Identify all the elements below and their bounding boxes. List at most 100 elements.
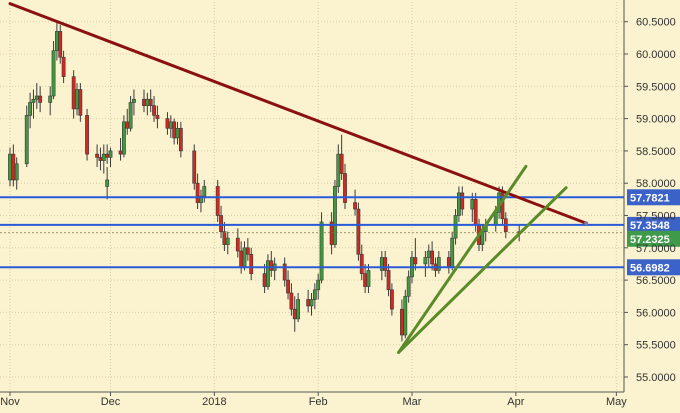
x-tick-label: Nov [0,396,20,408]
candle-body [172,121,177,139]
candle-body [269,260,274,271]
resistance-trendline [8,2,588,225]
level-label: 56.6982 [630,262,670,274]
candle-body [31,98,36,103]
candle-body [78,89,83,116]
candle-body [319,221,324,281]
candle-body [128,102,133,129]
candle-body [262,273,267,287]
candle-body [155,115,160,119]
candle-body [426,250,431,258]
candle-body [51,50,56,97]
candle-body [61,56,66,77]
trendline-end-marker [584,221,589,226]
candle-body [101,153,106,161]
candle-body [289,292,294,310]
candle-body [178,127,183,152]
candle-body [292,308,297,320]
current-price-box [627,230,680,247]
candle-body [453,215,458,239]
candle-body [473,199,478,226]
candle-body [423,257,428,265]
candle-body [242,247,247,268]
level-label-box [627,259,680,276]
candle-body [38,95,43,103]
x-tick-label: Feb [309,396,328,408]
candle-body [105,179,110,187]
level-label: 57.7821 [630,192,670,204]
y-tick-label: 59.5000 [636,81,676,93]
candle-body [202,186,207,197]
y-tick-label: 60.0000 [636,49,676,61]
y-tick-label: 55.0000 [636,372,676,384]
candle-body [235,237,240,252]
candle-body [75,89,79,110]
trendlines [8,2,589,354]
candle-body [199,195,203,203]
horizontal-levels: 57.7821 57.3548 56.6982 57.2325 [0,189,680,276]
y-tick-label: 55.5000 [636,340,676,352]
candle-body [343,173,347,203]
candle-body [400,308,404,336]
candle-body [336,153,341,187]
y-tick-label: 58.5000 [636,146,676,158]
candle-body [225,237,230,245]
candle-body [356,208,361,255]
candle-body [413,257,418,265]
candle-body [386,270,391,291]
candle-body [406,276,411,297]
support-trendline [397,186,568,354]
x-tick-label: 2018 [202,396,226,408]
candle-body [108,150,113,158]
candle-body [142,98,146,106]
candle-body [239,250,244,268]
level-label-box [627,216,680,233]
candle-body [98,157,103,161]
y-tick-label: 59.0000 [636,114,676,126]
candle-body [105,153,110,158]
candle-body [168,121,173,129]
candle-body [450,237,455,268]
candle-body [215,186,220,216]
candle-body [48,95,53,103]
candle-body [8,153,12,181]
candle-body [132,98,136,103]
candle-body [312,289,317,300]
candle-body [389,289,394,310]
candle-body [192,150,197,184]
candle-body [165,118,170,129]
candle-body [125,121,130,129]
x-tick-label: Mar [403,396,422,408]
candle-body [359,253,364,274]
candle-body [379,257,384,271]
support-trendline [397,164,528,354]
candle-body [249,253,254,274]
candle-body [353,202,357,210]
candle-body [333,186,337,245]
candle-body [58,31,63,58]
candle-body [24,115,29,165]
y-tick-label: 57.0000 [636,243,676,255]
candle-body [460,192,465,210]
level-label-box [627,189,680,206]
y-tick-label: 58.0000 [636,178,676,190]
candle-body [145,98,150,106]
candle-body [95,153,100,158]
candle-body [436,257,441,271]
candle-body [363,273,368,287]
x-tick-label: Dec [101,396,121,408]
candle-body [195,182,200,203]
candle-body [446,257,451,268]
candle-body [122,121,126,155]
level-label: 57.3548 [630,220,670,232]
candle-body [152,105,156,116]
candle-body [222,231,227,245]
y-tick-label: 56.0000 [636,307,676,319]
candle-body [245,247,250,255]
candle-body [266,260,270,287]
y-tick-label: 57.5000 [636,211,676,223]
candle-body [296,299,301,320]
